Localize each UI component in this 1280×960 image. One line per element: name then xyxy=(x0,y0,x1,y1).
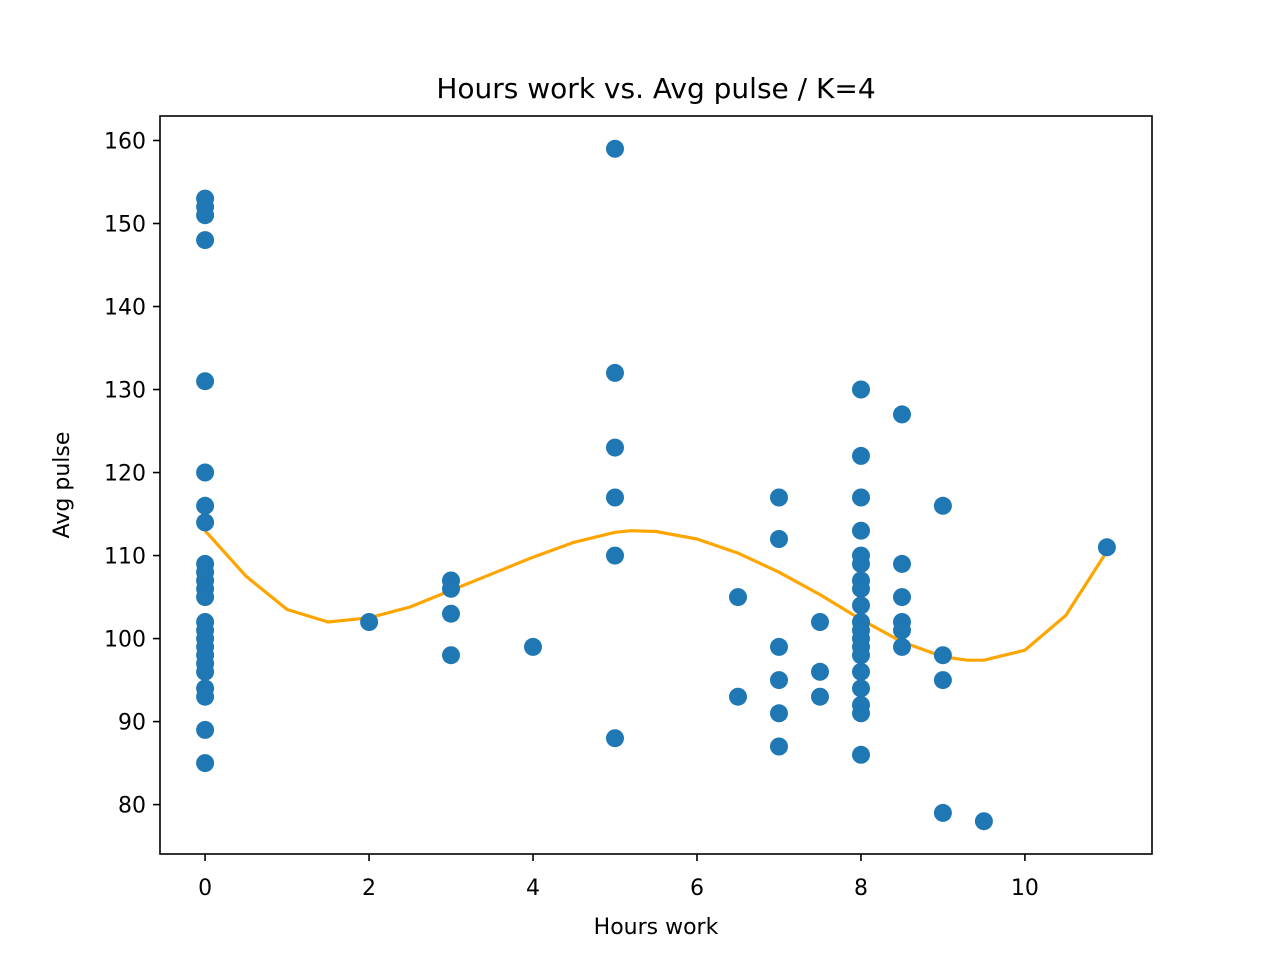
data-point xyxy=(852,488,870,507)
data-point xyxy=(196,231,215,250)
data-point xyxy=(606,438,624,457)
data-point xyxy=(606,139,624,158)
x-tick-label: 10 xyxy=(1011,876,1039,901)
data-point xyxy=(442,579,460,598)
x-tick-label: 0 xyxy=(198,876,212,901)
data-point xyxy=(606,488,624,507)
x-tick-label: 6 xyxy=(690,876,704,901)
data-point xyxy=(811,662,829,681)
data-point xyxy=(1097,538,1116,557)
y-axis-label: Avg pulse xyxy=(50,432,75,539)
data-point xyxy=(933,496,952,515)
data-point xyxy=(770,671,788,690)
data-point xyxy=(442,604,460,623)
data-point xyxy=(196,720,215,739)
data-point xyxy=(196,513,215,532)
data-point xyxy=(196,206,215,225)
data-point xyxy=(933,803,952,822)
y-tick-label: 140 xyxy=(104,296,146,321)
data-point xyxy=(770,488,788,507)
x-axis-label: Hours work xyxy=(594,915,719,940)
data-point xyxy=(933,671,952,690)
data-point xyxy=(893,637,911,656)
data-point xyxy=(893,405,911,424)
data-point xyxy=(852,521,870,540)
data-point xyxy=(770,530,788,548)
data-point xyxy=(852,380,870,399)
data-point xyxy=(524,637,542,656)
data-point xyxy=(729,588,747,607)
data-point xyxy=(196,662,215,681)
data-point xyxy=(811,613,829,631)
x-tick-label: 8 xyxy=(854,876,868,901)
data-point xyxy=(770,737,788,756)
y-tick-label: 150 xyxy=(104,213,146,238)
data-point xyxy=(852,679,870,698)
plot-area xyxy=(160,116,1152,854)
x-tick-label: 2 xyxy=(362,876,376,901)
data-point xyxy=(770,637,788,656)
data-point xyxy=(974,812,993,831)
data-point xyxy=(852,446,870,465)
chart-title: Hours work vs. Avg pulse / K=4 xyxy=(436,72,875,105)
data-point xyxy=(729,687,747,706)
data-point xyxy=(852,579,870,598)
data-point xyxy=(770,704,788,723)
y-tick-label: 80 xyxy=(118,794,146,819)
y-tick-label: 130 xyxy=(104,379,146,404)
data-point xyxy=(893,621,911,640)
data-point xyxy=(196,754,215,773)
data-point xyxy=(811,687,829,706)
data-point xyxy=(360,613,379,631)
y-tick-label: 110 xyxy=(104,545,146,570)
data-point xyxy=(852,704,870,723)
data-point xyxy=(893,588,911,607)
data-point xyxy=(196,372,215,391)
data-point xyxy=(852,554,870,573)
data-point xyxy=(893,554,911,573)
data-point xyxy=(196,588,215,607)
data-point xyxy=(933,646,952,665)
y-tick-label: 90 xyxy=(118,711,146,736)
y-tick-label: 100 xyxy=(104,628,146,653)
data-point xyxy=(196,463,215,482)
data-point xyxy=(852,596,870,615)
data-point xyxy=(852,662,870,681)
data-point xyxy=(852,646,870,665)
data-point xyxy=(852,745,870,764)
data-point xyxy=(196,687,215,706)
y-tick-label: 120 xyxy=(104,462,146,487)
x-tick-label: 4 xyxy=(526,876,540,901)
data-point xyxy=(606,729,624,748)
data-point xyxy=(606,363,624,382)
data-point xyxy=(442,646,460,665)
y-axis: 80 90 100 110 120 130 140 150 160 xyxy=(104,129,160,819)
x-axis: 0 2 4 6 8 10 xyxy=(198,854,1039,901)
y-tick-label: 160 xyxy=(104,129,146,154)
plot-frame xyxy=(159,115,1153,855)
data-point xyxy=(196,496,215,515)
scatter-points-layer xyxy=(196,139,1116,831)
data-point xyxy=(606,546,624,565)
